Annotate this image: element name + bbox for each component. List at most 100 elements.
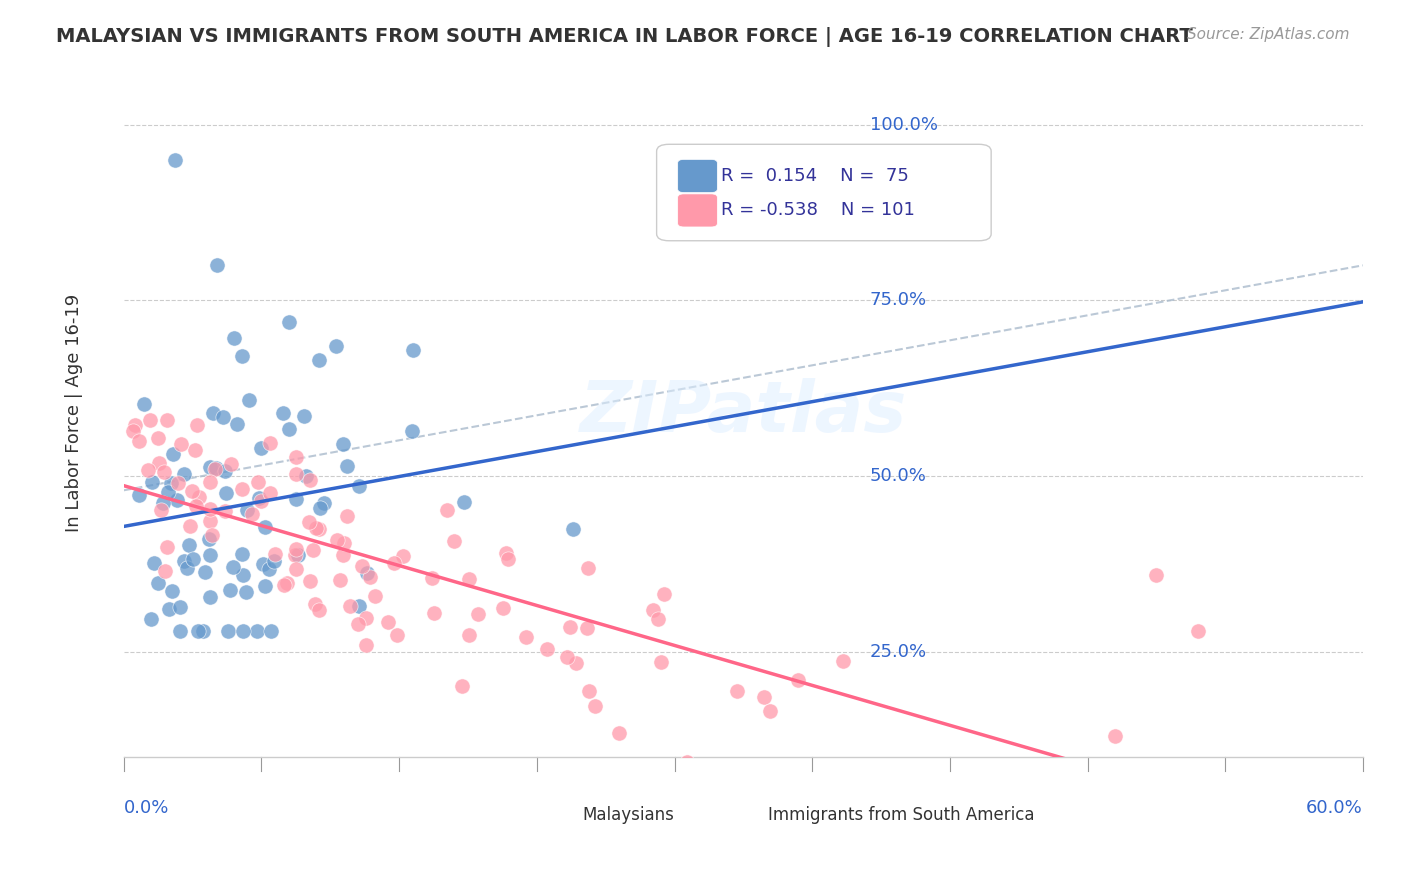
Point [187,624,209,638]
Point [565,656,588,670]
Point [198,590,221,604]
Point [152,496,174,510]
Point [285,541,308,556]
Point [273,577,295,591]
Point [128,434,150,449]
Point [759,704,782,718]
Point [1144,567,1167,582]
Point [607,726,630,740]
FancyBboxPatch shape [526,778,569,813]
Point [650,656,672,670]
Point [436,503,458,517]
Point [260,624,283,638]
Point [198,514,221,528]
Point [238,393,260,408]
Point [349,599,371,613]
Point [184,500,207,514]
Point [141,475,163,490]
Point [139,413,162,427]
Point [356,566,378,580]
Point [246,475,269,489]
Point [284,467,307,481]
Point [254,520,277,534]
Point [305,521,328,535]
Point [214,504,236,518]
Point [725,683,748,698]
Point [231,482,253,496]
Point [562,522,585,536]
Point [204,460,226,475]
Point [284,492,307,507]
FancyBboxPatch shape [678,194,717,227]
Point [139,612,162,626]
Point [347,616,370,631]
Point [278,315,301,329]
Point [173,467,195,481]
Point [205,258,228,272]
Point [122,424,145,438]
Point [308,522,330,536]
Point [246,624,269,638]
Point [181,551,204,566]
Point [302,542,325,557]
Point [284,548,307,562]
Point [347,479,370,493]
Point [198,475,221,489]
Point [201,406,224,420]
Point [298,515,321,529]
Point [217,624,239,638]
Point [294,469,316,483]
Point [336,459,359,474]
Text: Source: ZipAtlas.com: Source: ZipAtlas.com [1187,27,1350,42]
Point [832,654,855,668]
Point [128,488,150,502]
Point [333,536,356,550]
Point [287,549,309,563]
Point [681,764,703,779]
Point [179,538,201,552]
Point [495,546,517,560]
Point [159,475,181,490]
Point [364,589,387,603]
Point [176,561,198,575]
Point [536,642,558,657]
Point [515,631,537,645]
Point [492,600,515,615]
Point [186,417,208,432]
Text: Malaysians: Malaysians [582,805,673,823]
Point [188,490,211,504]
Point [153,565,176,579]
Point [143,557,166,571]
Point [250,494,273,508]
Point [308,353,330,368]
Point [576,560,599,574]
Text: 0.0%: 0.0% [124,798,169,817]
Point [263,554,285,568]
Point [359,570,381,584]
Point [276,575,298,590]
Point [422,571,444,585]
Point [451,679,474,693]
Point [299,473,322,487]
FancyBboxPatch shape [657,145,991,241]
Point [271,406,294,420]
Point [201,528,224,542]
Point [180,483,202,498]
Point [387,627,409,641]
Point [354,611,377,625]
Point [560,620,582,634]
Point [354,638,377,652]
Point [308,500,330,515]
Point [162,447,184,461]
Text: 60.0%: 60.0% [1306,798,1362,817]
Point [156,413,179,427]
Point [392,549,415,564]
Point [575,621,598,635]
Point [225,417,247,431]
Point [1187,624,1209,638]
Point [382,556,405,570]
Point [214,465,236,479]
Point [401,424,423,438]
Point [156,540,179,554]
Text: MALAYSIAN VS IMMIGRANTS FROM SOUTH AMERICA IN LABOR FORCE | AGE 16-19 CORRELATIO: MALAYSIAN VS IMMIGRANTS FROM SOUTH AMERI… [56,27,1192,46]
